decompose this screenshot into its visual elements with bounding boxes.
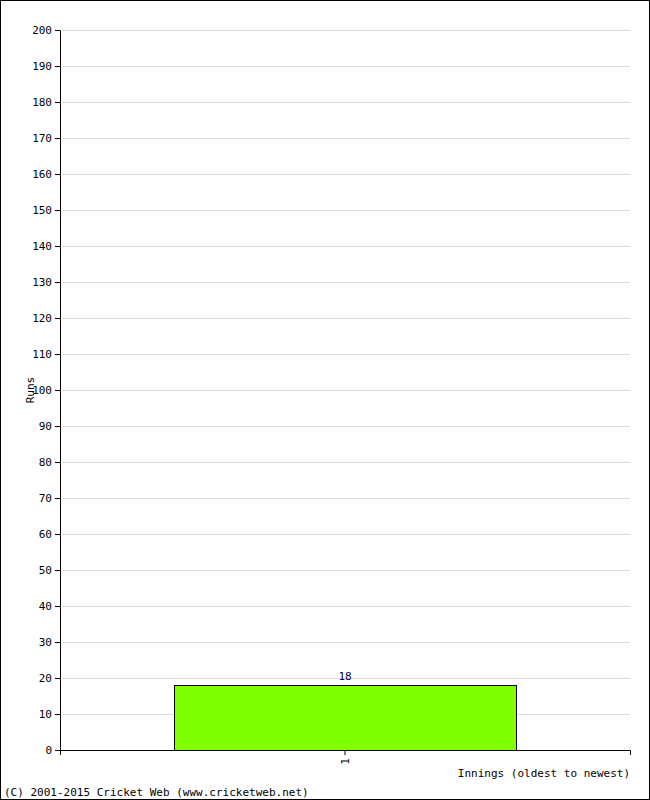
tick-mark	[55, 462, 60, 463]
grid-line	[60, 390, 630, 391]
grid-line	[60, 318, 630, 319]
tick-mark	[55, 30, 60, 31]
grid-line	[60, 30, 630, 31]
tick: 70	[39, 492, 60, 505]
annotation: (C) 2001-2015 Cricket Web (www.cricketwe…	[4, 786, 309, 799]
tick: 80	[39, 456, 60, 469]
tick-mark	[55, 282, 60, 283]
tick-label: 30	[39, 636, 52, 649]
tick-label: 10	[39, 708, 52, 721]
tick-mark	[55, 570, 60, 571]
tick-label: 110	[32, 348, 52, 361]
tick-mark	[55, 498, 60, 499]
tick: 170	[32, 132, 60, 145]
grid-line	[60, 642, 630, 643]
grid-line	[60, 498, 630, 499]
tick-mark	[55, 318, 60, 319]
grid-line	[60, 246, 630, 247]
tick-mark	[55, 354, 60, 355]
grid-line	[60, 66, 630, 67]
tick-mark	[55, 390, 60, 391]
y-axis-title: Runs	[24, 377, 37, 404]
tick: 180	[32, 96, 60, 109]
tick: 20	[39, 672, 60, 685]
tick-label: 190	[32, 60, 52, 73]
data-label: 18	[338, 670, 351, 683]
tick-mark	[55, 534, 60, 535]
tick-label: 80	[39, 456, 52, 469]
tick-mark	[55, 750, 60, 751]
grid-line	[60, 282, 630, 283]
grid-line	[60, 534, 630, 535]
tick-mark	[345, 750, 346, 755]
tick: 90	[39, 420, 60, 433]
grid-line	[60, 210, 630, 211]
grid-line	[60, 570, 630, 571]
tick-mark	[55, 174, 60, 175]
tick-label: 200	[32, 24, 52, 37]
grid-line	[60, 606, 630, 607]
bars	[174, 685, 516, 750]
tick-label: 70	[39, 492, 52, 505]
tick-label: 90	[39, 420, 52, 433]
bar	[174, 685, 516, 750]
grid-line	[60, 102, 630, 103]
tick-mark	[55, 66, 60, 67]
tick-label: 170	[32, 132, 52, 145]
tick-mark	[55, 714, 60, 715]
tick-label: 160	[32, 168, 52, 181]
tick-mark	[55, 642, 60, 643]
grid-line	[60, 354, 630, 355]
data-labels: 18	[338, 670, 351, 683]
tick: 30	[39, 636, 60, 649]
tick-label: 60	[39, 528, 52, 541]
tick: 120	[32, 312, 60, 325]
tick-mark	[55, 102, 60, 103]
tick: 40	[39, 600, 60, 613]
x-axis-title: Innings (oldest to newest)	[458, 767, 630, 780]
chart: 1801020304050607080901001101201301401501…	[0, 0, 650, 800]
tick-label: 50	[39, 564, 52, 577]
grid-line	[60, 138, 630, 139]
tick-label: 180	[32, 96, 52, 109]
tick-label: 150	[32, 204, 52, 217]
tick-label: 40	[39, 600, 52, 613]
tick: 140	[32, 240, 60, 253]
tick-mark	[55, 678, 60, 679]
tick-label: 120	[32, 312, 52, 325]
tick-label: 20	[39, 672, 52, 685]
tick: 10	[39, 708, 60, 721]
tick: 110	[32, 348, 60, 361]
tick-label: 0	[45, 744, 52, 757]
x-axis: 1	[61, 750, 631, 765]
tick: 0	[45, 744, 60, 757]
plot: 1801020304050607080901001101201301401501…	[32, 24, 630, 765]
tick-label: 140	[32, 240, 52, 253]
tick: 130	[32, 276, 60, 289]
tick-mark	[55, 606, 60, 607]
tick: 1	[339, 750, 352, 765]
grid	[60, 30, 630, 750]
tick: 60	[39, 528, 60, 541]
tick-mark	[55, 246, 60, 247]
axis-line	[60, 31, 61, 751]
frame	[1, 1, 650, 800]
grid-line	[60, 174, 630, 175]
axis-line	[61, 751, 631, 756]
tick-mark	[55, 426, 60, 427]
tick-label: 1	[339, 758, 352, 765]
tick: 190	[32, 60, 60, 73]
grid-line	[60, 462, 630, 463]
tick-mark	[55, 138, 60, 139]
tick: 50	[39, 564, 60, 577]
grid-line	[60, 426, 630, 427]
tick-label: 130	[32, 276, 52, 289]
tick: 150	[32, 204, 60, 217]
tick: 160	[32, 168, 60, 181]
tick: 200	[32, 24, 60, 37]
tick-mark	[55, 210, 60, 211]
